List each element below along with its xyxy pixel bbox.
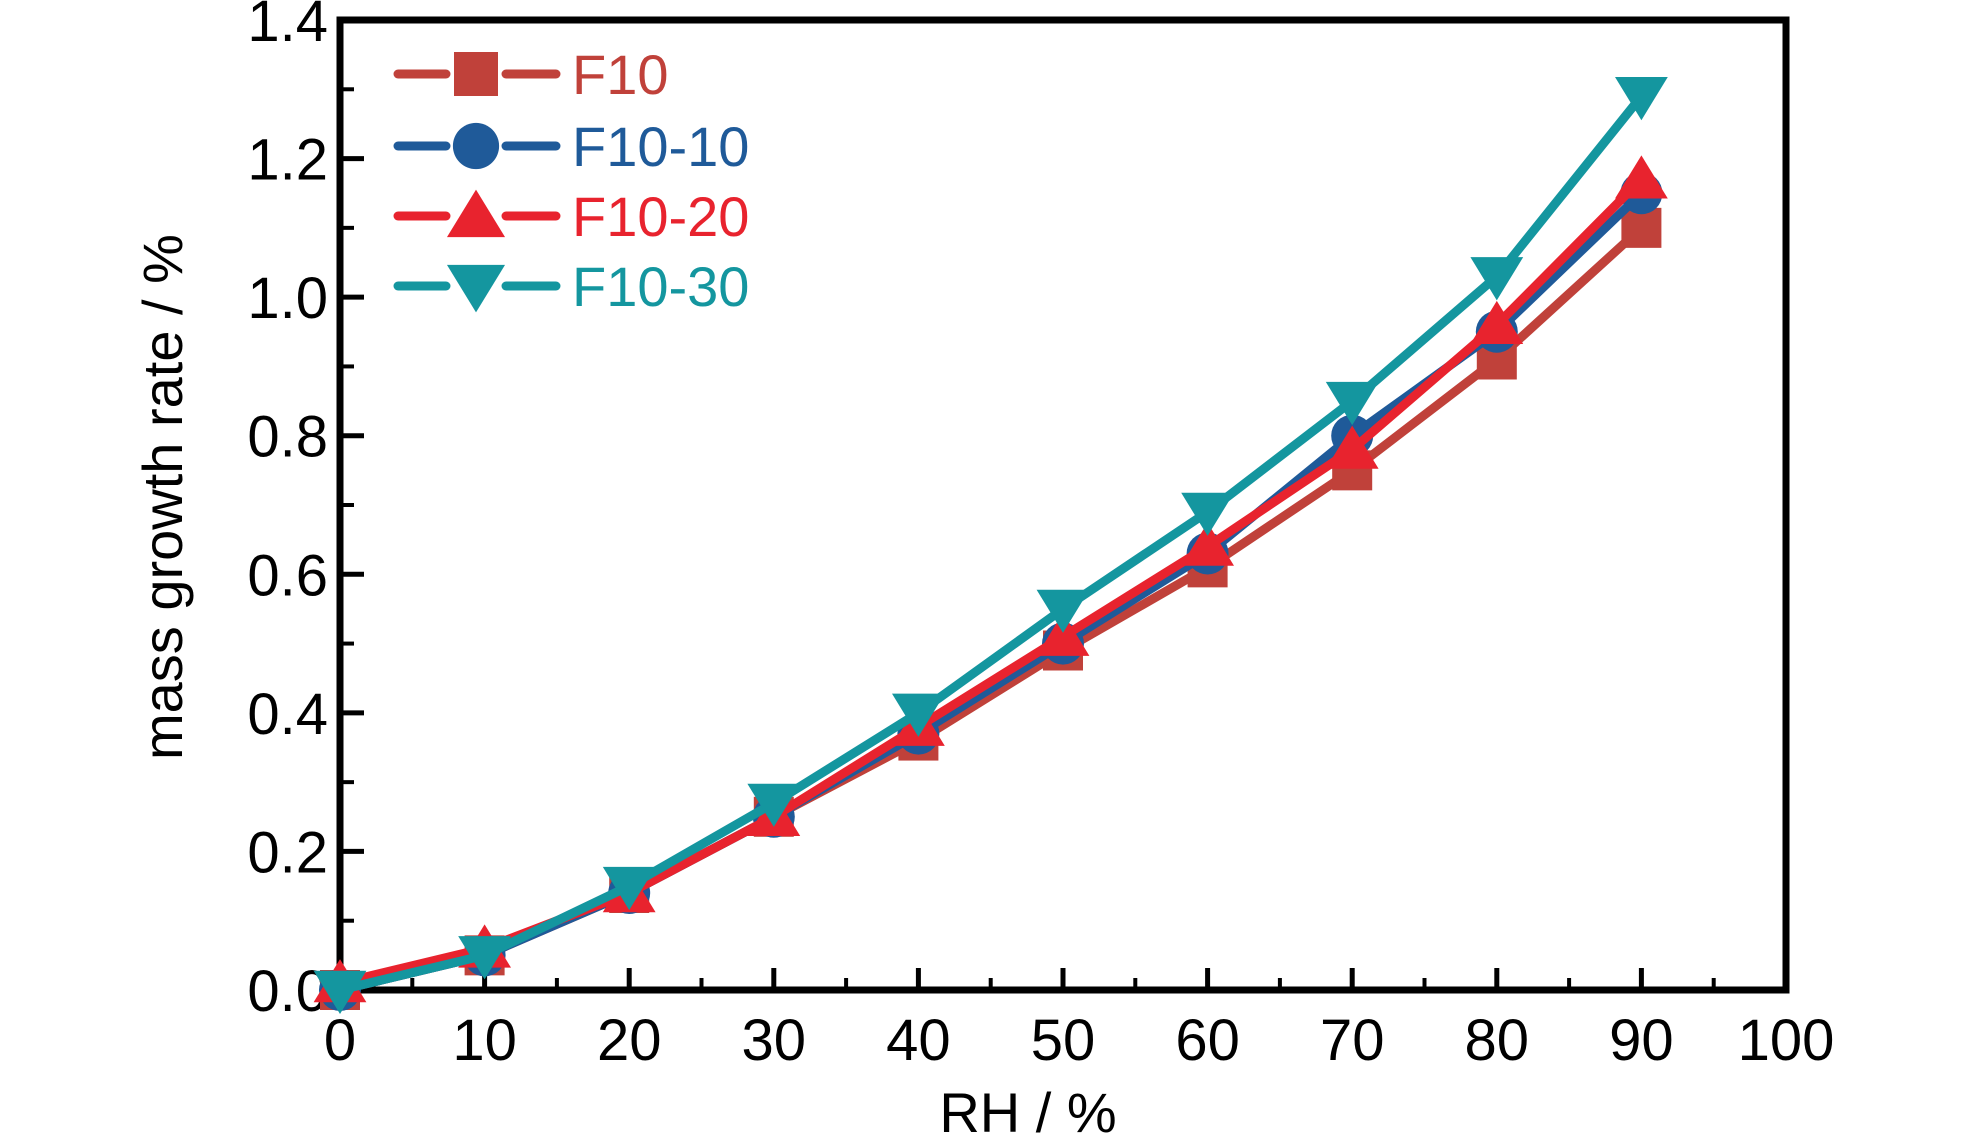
series-line-f10-30 bbox=[335, 91, 1646, 995]
legend-entry-f10: F10 bbox=[393, 43, 669, 106]
plot-frame-layer bbox=[336, 16, 1790, 994]
x-tick-label: 100 bbox=[1738, 1008, 1835, 1073]
y-tick-label: 1.2 bbox=[247, 128, 328, 193]
y-tick-label: 0.8 bbox=[247, 405, 328, 470]
data-point-f10-20 bbox=[1181, 522, 1234, 566]
series-layer bbox=[313, 77, 1668, 1014]
series-f10 bbox=[320, 207, 1662, 1010]
y-tick-label: 0.0 bbox=[247, 959, 328, 1024]
x-tick-label: 10 bbox=[452, 1008, 517, 1073]
y-tick-label: 1.4 bbox=[247, 0, 328, 54]
x-tick-label: 0 bbox=[324, 1008, 356, 1073]
y-tick-label: 0.2 bbox=[247, 820, 328, 885]
x-tick-label: 30 bbox=[742, 1008, 807, 1073]
legend-marker bbox=[452, 122, 500, 170]
data-point-f10-30 bbox=[1181, 492, 1234, 536]
y-tick-label: 0.6 bbox=[247, 543, 328, 608]
legend-marker bbox=[446, 264, 506, 313]
x-tick-label: 90 bbox=[1609, 1008, 1674, 1073]
x-axis-title: RH / % bbox=[939, 1081, 1116, 1134]
data-point-f10-30 bbox=[313, 970, 367, 1014]
data-point-f10-30 bbox=[747, 783, 801, 827]
legend-label: F10 bbox=[572, 43, 669, 106]
data-point-f10-30 bbox=[892, 693, 945, 737]
series-f10-10 bbox=[319, 172, 1663, 1011]
series-line-f10-20 bbox=[335, 174, 1646, 988]
data-point-f10-30 bbox=[1036, 589, 1090, 633]
x-tick-label: 40 bbox=[886, 1008, 951, 1073]
x-tick-label: 50 bbox=[1031, 1008, 1096, 1073]
y-tick-label: 0.4 bbox=[247, 682, 328, 747]
legend-label: F10-20 bbox=[572, 185, 749, 248]
legend-marker bbox=[446, 189, 506, 238]
x-tick-label: 70 bbox=[1320, 1008, 1385, 1073]
series-f10-30 bbox=[313, 77, 1668, 1014]
legend-entry-f10-10: F10-10 bbox=[393, 115, 749, 178]
x-tick-label: 20 bbox=[597, 1008, 662, 1073]
legend-label: F10-30 bbox=[572, 255, 749, 318]
y-axis-title: mass growth rate / % bbox=[131, 234, 194, 760]
legend-label: F10-10 bbox=[572, 115, 749, 178]
legend-layer: F10 F10-10 F10-20 F10-30 bbox=[393, 43, 749, 318]
data-point-f10-20 bbox=[1325, 425, 1379, 469]
data-point-f10-30 bbox=[458, 936, 511, 980]
data-point-f10-30 bbox=[1325, 381, 1379, 426]
data-point-f10-30 bbox=[602, 866, 656, 911]
series-line-f10 bbox=[335, 223, 1646, 995]
legend-entry-f10-20: F10-20 bbox=[393, 185, 749, 248]
plot-frame bbox=[336, 16, 1790, 994]
data-point-f10 bbox=[1621, 207, 1662, 248]
x-tick-label: 60 bbox=[1175, 1008, 1240, 1073]
data-point-f10-30 bbox=[1470, 257, 1524, 301]
y-tick-label: 1.0 bbox=[247, 266, 328, 331]
data-point-f10-20 bbox=[1036, 612, 1090, 656]
legend-entry-f10-30: F10-30 bbox=[393, 255, 749, 318]
data-point-f10-20 bbox=[1615, 155, 1668, 199]
x-tick-label: 80 bbox=[1465, 1008, 1530, 1073]
data-point-f10-20 bbox=[1470, 300, 1524, 345]
ticks-layer: 0 10 20 30 40 50 60 70 80 90 100 0.0 0.2 0.4 0.6 0.8 1.0… bbox=[247, 0, 1834, 1073]
data-point-f10-30 bbox=[1615, 77, 1668, 121]
series-line-f10-10 bbox=[335, 188, 1646, 995]
legend-marker bbox=[454, 52, 498, 96]
